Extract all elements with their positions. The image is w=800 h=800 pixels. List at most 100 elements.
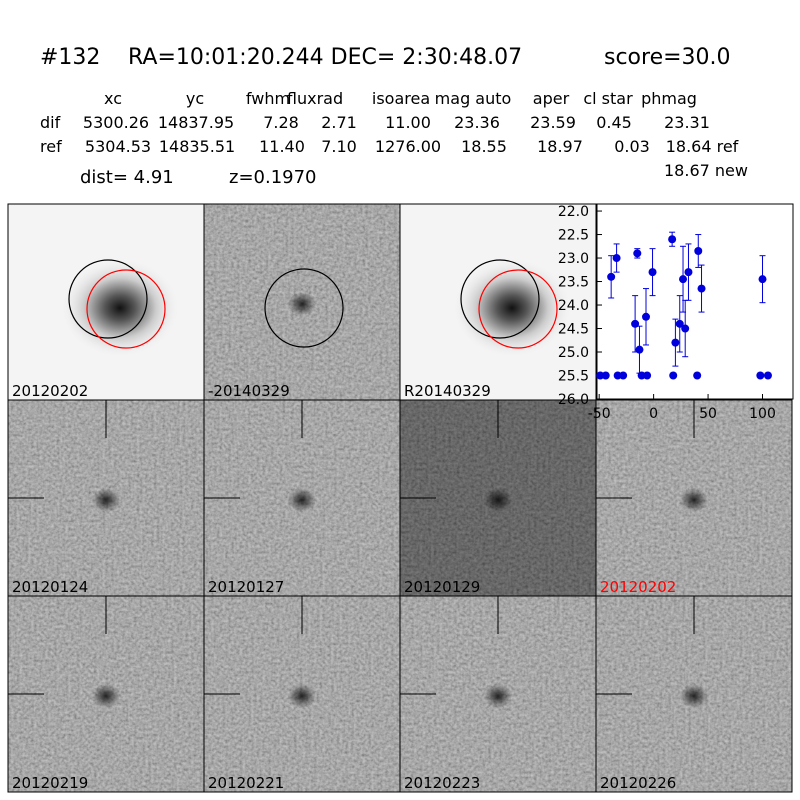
stamp-label: 20120226 <box>600 774 676 792</box>
x-tick-label: 50 <box>699 406 717 422</box>
source <box>484 684 512 708</box>
point <box>697 284 706 293</box>
column-header: aper <box>533 89 570 108</box>
score: score=30.0 <box>604 45 731 70</box>
y-tick-label: 22.0 <box>558 204 589 220</box>
column-header: xc <box>104 89 122 108</box>
y-tick-label: 22.5 <box>558 228 589 244</box>
source <box>680 684 708 708</box>
stamp-label: 20120223 <box>404 774 480 792</box>
object-id: #132 <box>40 45 100 70</box>
column-header: yc <box>186 89 204 108</box>
stamp-label: 20120127 <box>208 578 284 596</box>
table-cell: 7.28 <box>263 113 299 132</box>
column-header: fluxrad <box>287 89 343 108</box>
table-cell: 11.00 <box>385 113 431 132</box>
y-tick-label: 25.5 <box>558 369 589 385</box>
table-cell: 18.97 <box>537 137 583 156</box>
point <box>763 371 772 380</box>
point <box>607 272 616 281</box>
column-header: fwhm <box>246 89 290 108</box>
point <box>601 371 610 380</box>
table-cell: 2.71 <box>321 113 357 132</box>
ref-circle <box>460 259 540 339</box>
stamps: 20120202 -20140329 R20140329 20120124 201201… <box>7 203 793 793</box>
galaxy <box>60 258 180 358</box>
point <box>648 268 657 277</box>
column-header: cl star <box>583 89 633 108</box>
y-tick-label: 23.0 <box>558 251 589 267</box>
point <box>681 324 690 333</box>
galaxy <box>452 258 572 358</box>
row-label: dif <box>40 113 61 132</box>
point <box>668 235 677 244</box>
stamp-label: R20140329 <box>404 382 491 400</box>
point <box>671 338 680 347</box>
x-tick-label: 0 <box>649 406 658 422</box>
table-cell: 5304.53 <box>85 137 151 156</box>
point <box>635 345 644 354</box>
stamp: 20120129 <box>399 399 597 597</box>
table-cell: 0.03 <box>614 137 650 156</box>
point <box>612 254 621 263</box>
point <box>619 371 628 380</box>
point <box>756 371 765 380</box>
stamp: -20140329 <box>203 203 401 401</box>
point <box>679 275 688 284</box>
table-cell: 23.59 <box>530 113 576 132</box>
y-tick-label: 25.0 <box>558 345 589 361</box>
source <box>92 488 120 512</box>
stamp: R20140329 <box>399 203 597 401</box>
ref-circle <box>68 259 148 339</box>
det-circle <box>86 269 166 349</box>
stamp: 20120127 <box>203 399 401 597</box>
coordinates: RA=10:01:20.244 DEC= 2:30:48.07 <box>128 45 522 70</box>
stamp: 20120221 <box>203 595 401 793</box>
point <box>693 371 702 380</box>
stamp-label: 20120221 <box>208 774 284 792</box>
source <box>288 488 316 512</box>
stamp: 20120223 <box>399 595 597 793</box>
y-tick-label: 23.5 <box>558 275 589 291</box>
source <box>288 684 316 708</box>
stamp-label: 20120202 <box>12 382 88 400</box>
stamp: 20120219 <box>7 595 205 793</box>
distance: dist= 4.91 <box>80 167 174 188</box>
table-cell: 18.64 ref <box>666 137 739 156</box>
redshift: z=0.1970 <box>229 167 317 188</box>
point <box>758 275 767 284</box>
stamp-label: -20140329 <box>208 382 290 400</box>
point <box>694 246 703 255</box>
table-cell: 5300.26 <box>83 113 149 132</box>
point <box>633 249 642 258</box>
x-tick-label: -50 <box>588 406 611 422</box>
table-cell: 11.40 <box>259 137 305 156</box>
row-label: ref <box>40 137 62 156</box>
x-tick-label: 100 <box>749 406 776 422</box>
table-cell: 23.36 <box>454 113 500 132</box>
source <box>484 488 512 512</box>
column-header: phmag <box>641 89 697 108</box>
table-cell: 14837.95 <box>158 113 234 132</box>
y-tick-label: 26.0 <box>558 392 589 408</box>
source <box>680 488 708 512</box>
lightcurve: 22.0 22.5 23.0 23.5 24.0 24.5 25.0 25.5 26.0-50 0… <box>558 203 794 422</box>
stamp-label: 20120202 <box>600 578 676 596</box>
point <box>684 268 693 277</box>
plot-area <box>596 203 794 400</box>
point <box>675 319 684 328</box>
point <box>643 371 652 380</box>
det-circle <box>478 269 558 349</box>
stamp: 20120124 <box>7 399 205 597</box>
table-cell: 1276.00 <box>375 137 441 156</box>
stamp-label: 20120129 <box>404 578 480 596</box>
table-cell: 7.10 <box>321 137 357 156</box>
column-header: isoarea <box>372 89 430 108</box>
extra-mag: 18.67 new <box>664 161 748 180</box>
y-tick-label: 24.5 <box>558 322 589 338</box>
table-cell: 14835.51 <box>159 137 235 156</box>
point <box>669 371 678 380</box>
stamp: 20120202 <box>595 399 793 597</box>
source <box>288 292 316 316</box>
